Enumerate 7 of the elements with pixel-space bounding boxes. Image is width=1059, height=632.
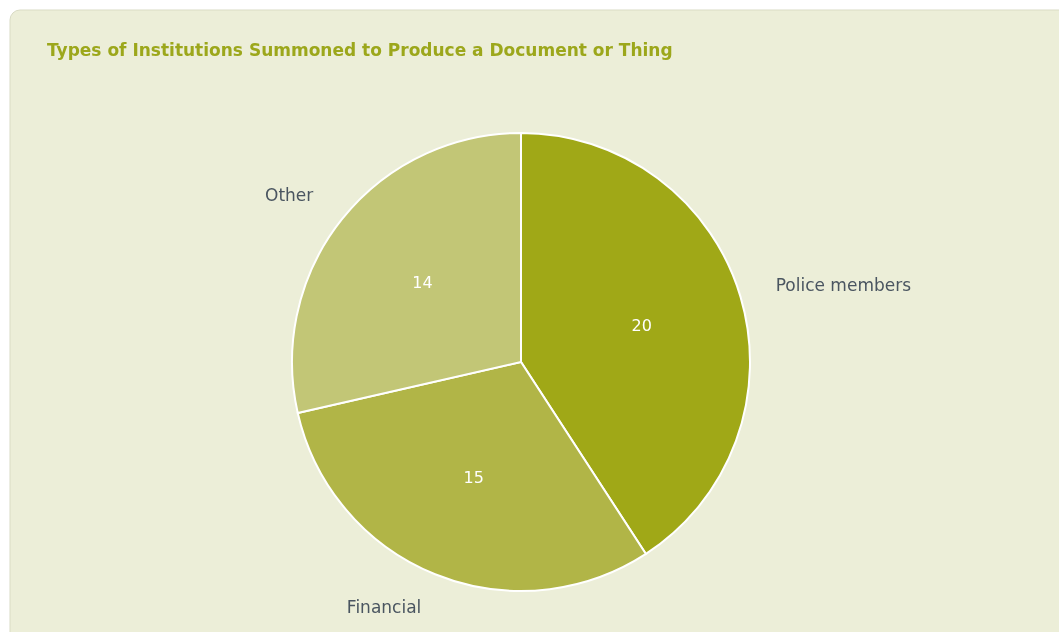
slice-label: Financial [346, 597, 422, 618]
data-label: 15 [463, 468, 484, 488]
chart-title: Types of Institutions Summoned to Produce a Document or Thing [47, 40, 673, 60]
data-label: 20 [631, 315, 652, 335]
slice-label: Police members [775, 275, 912, 296]
data-label: 14 [412, 272, 433, 292]
slice-label: Other [265, 185, 314, 206]
